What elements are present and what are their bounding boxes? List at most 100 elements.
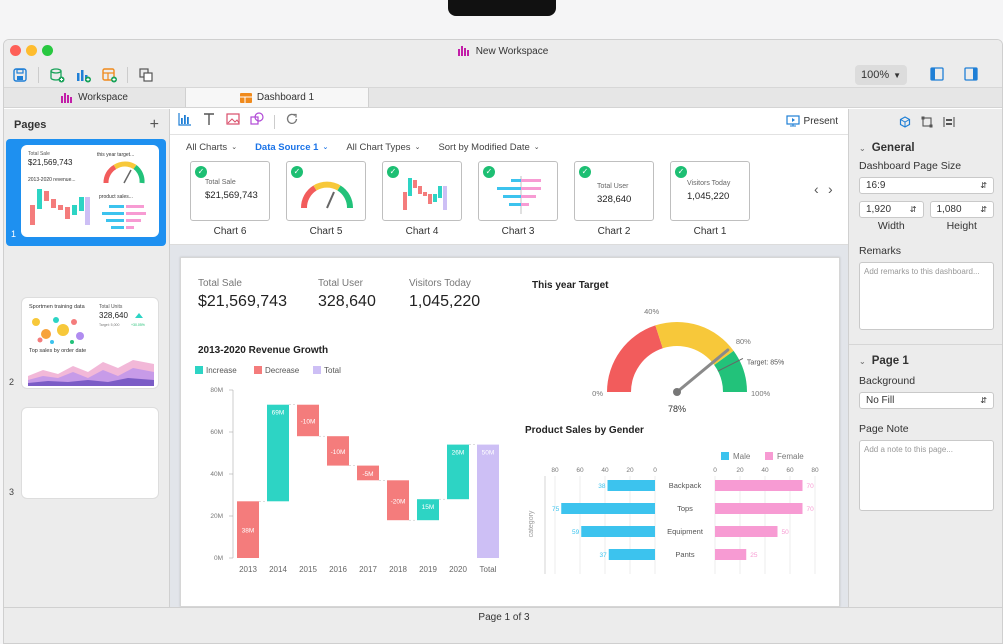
- thumb-kpi-pct: +30.05%: [131, 323, 145, 327]
- filter-data-source[interactable]: Data Source 1 ⌄: [255, 142, 328, 153]
- close-window-button[interactable]: [10, 45, 21, 56]
- width-value: 1,920: [866, 204, 892, 215]
- zoom-window-button[interactable]: [42, 45, 53, 56]
- toggle-right-panel-icon[interactable]: [964, 67, 978, 86]
- waterfall-chart[interactable]: Increase Decrease Total 0M 20M 40M 60M 80M 38M 20…: [191, 362, 511, 586]
- add-dashboard-icon[interactable]: [101, 67, 117, 83]
- chart-card-2[interactable]: ✓ Total User 328,640: [574, 161, 654, 221]
- x-tick-label: 80: [811, 467, 819, 474]
- width-input[interactable]: 1,920 ⇵: [859, 201, 924, 218]
- gender-bar-chart[interactable]: Male Female 80 60 40 20 0 0 20 40 60 80 category 38 70…: [525, 432, 825, 584]
- kpi-total-sale[interactable]: Total Sale $21,569,743: [198, 278, 287, 311]
- filter-chart-types[interactable]: All Chart Types ⌄: [346, 142, 420, 153]
- chart-card-5[interactable]: ✓: [286, 161, 366, 221]
- scroll-right-icon[interactable]: ›: [828, 181, 833, 197]
- add-chart-icon[interactable]: [75, 67, 91, 83]
- filter-sort[interactable]: Sort by Modified Date ⌄: [438, 142, 539, 153]
- minimize-window-button[interactable]: [26, 45, 37, 56]
- kpi-value: 1,045,220: [409, 293, 481, 310]
- thumb-bubble-chart: [32, 317, 84, 344]
- page-note-textarea[interactable]: Add a note to this page...: [859, 440, 994, 511]
- page-size-value: 16:9: [866, 180, 886, 191]
- gauge-tick-label: 80%: [736, 337, 751, 346]
- y-tick-label: 0M: [214, 555, 223, 562]
- chart-card-4[interactable]: ✓: [382, 161, 462, 221]
- chart-filters: All Charts ⌄ Data Source 1 ⌄ All Chart Typ…: [170, 135, 848, 159]
- gauge-title: This year Target: [532, 280, 609, 291]
- checkmark-icon: ✓: [579, 166, 591, 178]
- save-icon[interactable]: [12, 67, 28, 83]
- bar-data-label: 38M: [242, 528, 255, 535]
- thumb-chart-label: 2013-2020 revenue...: [28, 177, 76, 183]
- kpi-visitors-today[interactable]: Visitors Today 1,045,220: [409, 278, 480, 311]
- chart-card-1[interactable]: ✓ Visitors Today 1,045,220: [670, 161, 750, 221]
- chart-card-6[interactable]: ✓ Total Sale $21,569,743: [190, 161, 270, 221]
- page-thumbnail-3[interactable]: [21, 407, 159, 499]
- page-section-header[interactable]: ⌄ Page 1: [859, 355, 994, 367]
- chart-card-3[interactable]: ✓: [478, 161, 558, 221]
- male-bar-label: 59: [572, 529, 580, 536]
- panel-mode-tabs: [849, 109, 1002, 128]
- tab-label: Dashboard 1: [256, 92, 315, 103]
- gauge-band: [607, 325, 663, 392]
- checkmark-icon: ✓: [195, 166, 207, 178]
- thumb-bar-label: product sales...: [99, 194, 133, 200]
- kpi-value: $21,569,743: [198, 293, 287, 310]
- toggle-left-panel-icon[interactable]: [930, 67, 944, 86]
- stepper-icon: ⇵: [980, 205, 987, 214]
- card-waterfall: [403, 178, 447, 210]
- add-data-source-icon[interactable]: [49, 67, 65, 83]
- present-label: Present: [803, 115, 838, 127]
- tab-label: Workspace: [78, 92, 128, 103]
- background-select[interactable]: No Fill ⇵: [859, 392, 994, 409]
- insert-text-icon[interactable]: [202, 112, 216, 131]
- page-thumbnail-2[interactable]: Sportmen training data Total Units 328,6…: [21, 297, 159, 389]
- thumb-kpi-label: Total Sale: [28, 151, 50, 157]
- cube-icon[interactable]: [899, 116, 911, 128]
- checkmark-icon: ✓: [483, 166, 495, 178]
- align-icon[interactable]: [942, 116, 955, 128]
- zoom-dropdown[interactable]: 100% ▼: [855, 65, 907, 85]
- chart-library-strip: ✓ Total Sale $21,569,743 Chart 6 ✓ Chart…: [170, 159, 848, 245]
- bars-title: Product Sales by Gender: [525, 425, 644, 436]
- stepper-icon: ⇵: [980, 181, 987, 190]
- height-label: Height: [946, 220, 977, 232]
- duplicate-icon[interactable]: [138, 67, 154, 83]
- female-bar: [715, 480, 803, 491]
- kpi-label: Total User: [318, 278, 364, 289]
- insert-chart-icon[interactable]: [178, 112, 192, 131]
- present-button[interactable]: Present: [785, 115, 838, 127]
- tab-workspace[interactable]: Workspace: [4, 88, 186, 107]
- scroll-left-icon[interactable]: ‹: [814, 181, 819, 197]
- x-tick-label: 60: [576, 467, 584, 474]
- insert-image-icon[interactable]: [226, 112, 240, 131]
- card-kpi-label: Visitors Today: [687, 180, 731, 187]
- chevron-down-icon: ⌄: [533, 144, 540, 151]
- bar-data-label: -20M: [391, 498, 406, 505]
- general-section-header[interactable]: ⌄ General: [859, 142, 994, 154]
- remarks-textarea[interactable]: Add remarks to this dashboard...: [859, 262, 994, 330]
- refresh-icon[interactable]: [285, 112, 299, 131]
- filter-all-charts[interactable]: All Charts ⌄: [186, 142, 237, 153]
- checkmark-icon: ✓: [675, 166, 687, 178]
- thumb-area-chart: [28, 360, 154, 386]
- x-tick-label: 0: [713, 467, 717, 474]
- kpi-total-user[interactable]: Total User 328,640: [318, 278, 376, 311]
- x-tick-label: 2019: [419, 565, 437, 574]
- window-title: New Workspace: [475, 45, 549, 57]
- gauge-chart[interactable]: 0% 40% 80% 100% Target: 85% 78%: [573, 296, 801, 418]
- card-kpi-value: 328,640: [597, 194, 632, 205]
- male-bar-label: 75: [552, 506, 560, 513]
- y-tick-label: 40M: [210, 471, 223, 478]
- resize-icon[interactable]: [921, 116, 933, 128]
- insert-shape-icon[interactable]: [250, 112, 264, 131]
- add-page-icon[interactable]: +: [149, 116, 159, 133]
- category-label: Tops: [677, 504, 693, 513]
- height-input[interactable]: 1,080 ⇵: [929, 201, 994, 218]
- male-bar: [608, 549, 655, 560]
- gauge-tick-label: 100%: [751, 389, 771, 398]
- filter-label: Data Source 1: [255, 141, 319, 153]
- page-size-select[interactable]: 16:9 ⇵: [859, 177, 994, 194]
- tab-dashboard-1[interactable]: Dashboard 1: [186, 88, 369, 107]
- page-thumb-1-selected[interactable]: 1 Total Sale $21,569,743 this year targe…: [6, 139, 166, 246]
